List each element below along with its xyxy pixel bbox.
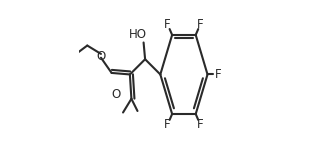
Text: F: F	[164, 18, 171, 31]
Text: HO: HO	[129, 28, 147, 41]
Text: F: F	[164, 118, 171, 131]
Text: F: F	[197, 118, 204, 131]
Text: F: F	[197, 18, 204, 31]
Text: F: F	[215, 68, 221, 81]
Text: O: O	[112, 88, 121, 101]
Text: O: O	[96, 50, 106, 63]
